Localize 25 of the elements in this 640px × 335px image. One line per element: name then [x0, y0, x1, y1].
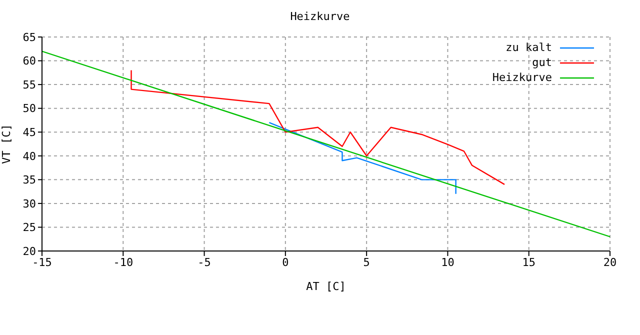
x-tick-label: 15 [522, 256, 536, 269]
x-tick-label: -5 [198, 256, 211, 269]
x-axis-title: AT [C] [306, 280, 346, 293]
legend-label: Heizkurve [492, 71, 552, 84]
x-tick-label: 20 [603, 256, 617, 269]
x-tick-label: 5 [363, 256, 370, 269]
y-tick-label: 20 [22, 244, 36, 258]
y-axis-title: VT [C] [0, 124, 13, 164]
legend-label: zu kalt [506, 41, 552, 54]
line-series [268, 122, 456, 195]
y-tick-label: 65 [22, 30, 36, 44]
y-tick-label: 35 [22, 174, 36, 187]
y-tick-label: 55 [22, 78, 36, 92]
x-tick-label: -10 [113, 256, 134, 269]
y-tick-label: 30 [22, 197, 36, 210]
y-tick-label: 25 [22, 221, 36, 234]
y-tick-label: 50 [22, 102, 36, 116]
y-tick-label: 45 [22, 126, 36, 140]
x-tick-label: -15 [32, 256, 52, 269]
chart-title: Heizkurve [289, 10, 351, 23]
y-tick-label: 40 [22, 150, 36, 163]
legend-label: gut [532, 56, 552, 69]
y-tick-label: 60 [22, 54, 36, 68]
x-tick-label: 0 [282, 256, 289, 269]
x-tick-label: 10 [441, 256, 454, 269]
